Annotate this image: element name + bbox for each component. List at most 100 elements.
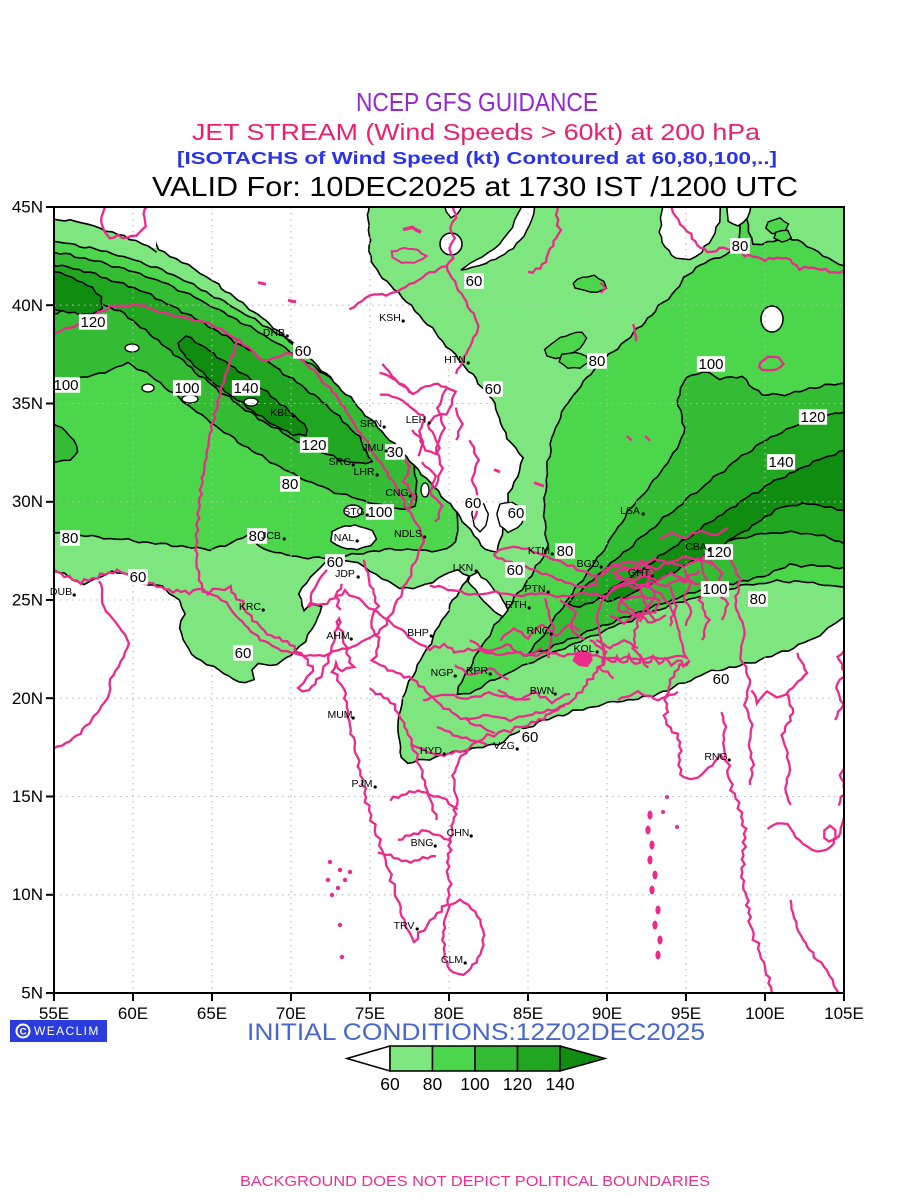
svg-text:STG: STG — [343, 506, 365, 518]
svg-text:80: 80 — [557, 543, 574, 560]
svg-text:HTN: HTN — [444, 354, 466, 366]
svg-text:JDP: JDP — [335, 568, 355, 580]
svg-text:JET STREAM (Wind Speeds > 60kt: JET STREAM (Wind Speeds > 60kt) at 200 h… — [192, 119, 760, 145]
svg-text:100: 100 — [702, 581, 727, 598]
svg-text:AHM: AHM — [326, 630, 349, 642]
svg-text:C: C — [20, 1027, 27, 1038]
svg-text:DUB: DUB — [50, 586, 72, 598]
svg-text:5N: 5N — [21, 984, 43, 1003]
svg-text:SRG: SRG — [329, 456, 352, 468]
svg-text:120: 120 — [706, 544, 731, 561]
svg-text:60E: 60E — [118, 1004, 148, 1023]
svg-text:60: 60 — [327, 554, 344, 571]
svg-text:45N: 45N — [12, 198, 43, 217]
svg-text:80E: 80E — [434, 1004, 464, 1023]
svg-text:70E: 70E — [276, 1004, 306, 1023]
svg-text:80: 80 — [750, 591, 767, 608]
svg-text:60: 60 — [508, 505, 525, 522]
svg-text:BACKGROUND DOES NOT DEPICT POL: BACKGROUND DOES NOT DEPICT POLITICAL BOU… — [240, 1174, 710, 1190]
svg-text:80: 80 — [62, 530, 79, 547]
svg-text:[ISOTACHS of Wind Speed (kt) C: [ISOTACHS of Wind Speed (kt) Contoured a… — [177, 148, 777, 168]
svg-text:WEACLIM: WEACLIM — [34, 1024, 100, 1038]
svg-text:80: 80 — [249, 528, 266, 545]
svg-text:120: 120 — [503, 1074, 532, 1094]
svg-text:105E: 105E — [824, 1004, 864, 1023]
svg-text:65E: 65E — [197, 1004, 227, 1023]
svg-text:RNC: RNC — [527, 625, 550, 637]
svg-text:100: 100 — [367, 504, 392, 521]
svg-text:RNG: RNG — [704, 751, 727, 763]
svg-text:90E: 90E — [592, 1004, 622, 1023]
svg-text:NGP: NGP — [431, 667, 454, 679]
svg-text:140: 140 — [545, 1074, 574, 1094]
svg-text:60: 60 — [465, 495, 482, 512]
svg-text:VALID For: 10DEC2025 at 1730 I: VALID For: 10DEC2025 at 1730 IST /1200 U… — [152, 171, 798, 202]
svg-text:75E: 75E — [355, 1004, 385, 1023]
svg-text:GHT: GHT — [628, 567, 651, 579]
svg-text:PJM: PJM — [352, 778, 373, 790]
svg-text:CLM: CLM — [441, 954, 463, 966]
svg-text:NAL: NAL — [334, 532, 355, 544]
svg-text:60: 60 — [466, 273, 483, 290]
svg-text:80: 80 — [732, 238, 749, 255]
svg-text:55E: 55E — [39, 1004, 69, 1023]
svg-text:100: 100 — [460, 1074, 489, 1094]
svg-text:PTN: PTN — [525, 583, 546, 595]
svg-text:LHR: LHR — [353, 466, 374, 478]
svg-text:80: 80 — [423, 1074, 443, 1094]
svg-text:100: 100 — [174, 380, 199, 397]
svg-text:20N: 20N — [12, 689, 43, 708]
svg-text:40N: 40N — [12, 296, 43, 315]
svg-text:BHP: BHP — [407, 627, 429, 639]
svg-text:JCB: JCB — [261, 530, 281, 542]
svg-text:80: 80 — [589, 353, 606, 370]
svg-text:KTM: KTM — [528, 545, 550, 557]
svg-text:100E: 100E — [745, 1004, 785, 1023]
svg-text:JMU: JMU — [362, 442, 384, 454]
svg-text:BWN: BWN — [530, 685, 555, 697]
svg-text:60: 60 — [522, 729, 539, 746]
svg-text:KBL: KBL — [270, 407, 290, 419]
svg-text:60: 60 — [130, 569, 147, 586]
svg-text:NCEP GFS GUIDANCE: NCEP GFS GUIDANCE — [356, 87, 598, 117]
svg-text:CBA: CBA — [685, 541, 707, 553]
svg-text:LEH: LEH — [406, 414, 426, 426]
svg-text:35N: 35N — [12, 394, 43, 413]
svg-text:RPR: RPR — [466, 665, 489, 677]
svg-text:TRV: TRV — [394, 920, 415, 932]
svg-text:HYD: HYD — [420, 745, 443, 757]
svg-text:BNG: BNG — [411, 837, 434, 849]
svg-text:60: 60 — [507, 562, 524, 579]
svg-text:SRN: SRN — [360, 418, 382, 430]
svg-text:VZG: VZG — [493, 740, 515, 752]
svg-text:BGD: BGD — [577, 558, 600, 570]
svg-text:100: 100 — [53, 377, 78, 394]
svg-text:KOL: KOL — [573, 643, 594, 655]
svg-text:60: 60 — [485, 381, 502, 398]
svg-text:100: 100 — [698, 356, 723, 373]
svg-text:10N: 10N — [12, 885, 43, 904]
svg-text:60: 60 — [380, 1074, 400, 1094]
svg-text:25N: 25N — [12, 591, 43, 610]
svg-text:140: 140 — [233, 380, 258, 397]
svg-text:140: 140 — [768, 454, 793, 471]
svg-text:15N: 15N — [12, 787, 43, 806]
svg-text:120: 120 — [301, 437, 326, 454]
svg-text:30: 30 — [387, 444, 404, 461]
svg-text:KRC: KRC — [239, 601, 262, 613]
svg-text:MUM: MUM — [327, 709, 352, 721]
svg-text:80: 80 — [282, 476, 299, 493]
svg-text:95E: 95E — [671, 1004, 701, 1023]
svg-text:120: 120 — [800, 409, 825, 426]
svg-text:30N: 30N — [12, 492, 43, 511]
svg-text:LKN: LKN — [453, 562, 473, 574]
svg-text:85E: 85E — [513, 1004, 543, 1023]
svg-text:NDLS: NDLS — [394, 528, 422, 540]
svg-text:INITIAL CONDITIONS:12Z02DEC202: INITIAL CONDITIONS:12Z02DEC2025 — [247, 1019, 705, 1046]
svg-text:60: 60 — [235, 645, 252, 662]
svg-text:CNG: CNG — [385, 487, 408, 499]
svg-text:KSH: KSH — [379, 312, 401, 324]
svg-text:CHN: CHN — [447, 827, 470, 839]
svg-text:DHB: DHB — [263, 327, 285, 339]
svg-text:RTH: RTH — [505, 599, 526, 611]
